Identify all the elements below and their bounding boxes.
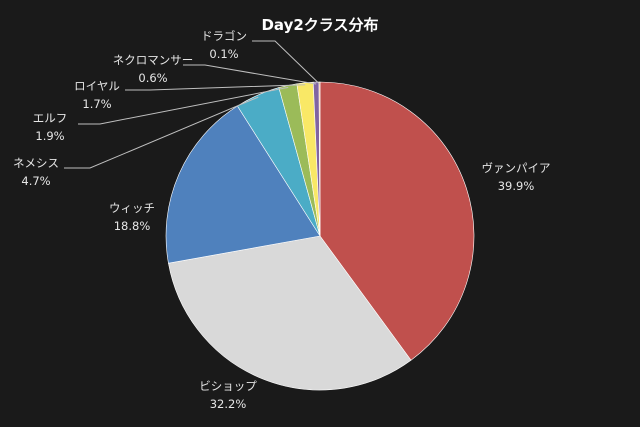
slice-value-label: 32.2% [210, 397, 247, 411]
chart-title: Day2クラス分布 [261, 16, 378, 34]
slice-value-label: 18.8% [114, 219, 151, 233]
leader-line [252, 40, 320, 85]
slice-value-label: 4.7% [21, 174, 50, 188]
slice-value-label: 1.7% [82, 97, 111, 111]
pie-slice [319, 81, 475, 361]
slice-label: ビショップ [199, 379, 257, 393]
slice-labels: ヴァンパイア 39.9% ビショップ 32.2% ウィッチ 18.8% ネメシス 4.7% エル… [13, 29, 551, 411]
slice-label: エルフ [33, 111, 68, 125]
pie-slices [165, 81, 475, 391]
leader-line [125, 84, 306, 91]
leader-line [78, 86, 289, 125]
slice-label: ヴァンパイア [482, 161, 551, 175]
slice-label: ウィッチ [109, 201, 155, 215]
slice-value-label: 1.9% [35, 129, 64, 143]
slice-label: ネメシス [13, 156, 59, 170]
leader-line [64, 96, 259, 169]
slice-value-label: 0.1% [209, 47, 238, 61]
pie-slice [168, 235, 412, 391]
leader-line [183, 64, 317, 85]
leader-lines [64, 40, 320, 169]
slice-label: ドラゴン [201, 29, 247, 43]
slice-value-label: 39.9% [498, 179, 535, 193]
slice-value-label: 0.6% [138, 71, 167, 85]
slice-label: ロイヤル [74, 79, 120, 93]
pie-slice [165, 105, 321, 264]
pie-slice [318, 81, 321, 237]
slice-label: ネクロマンサー [113, 53, 194, 67]
